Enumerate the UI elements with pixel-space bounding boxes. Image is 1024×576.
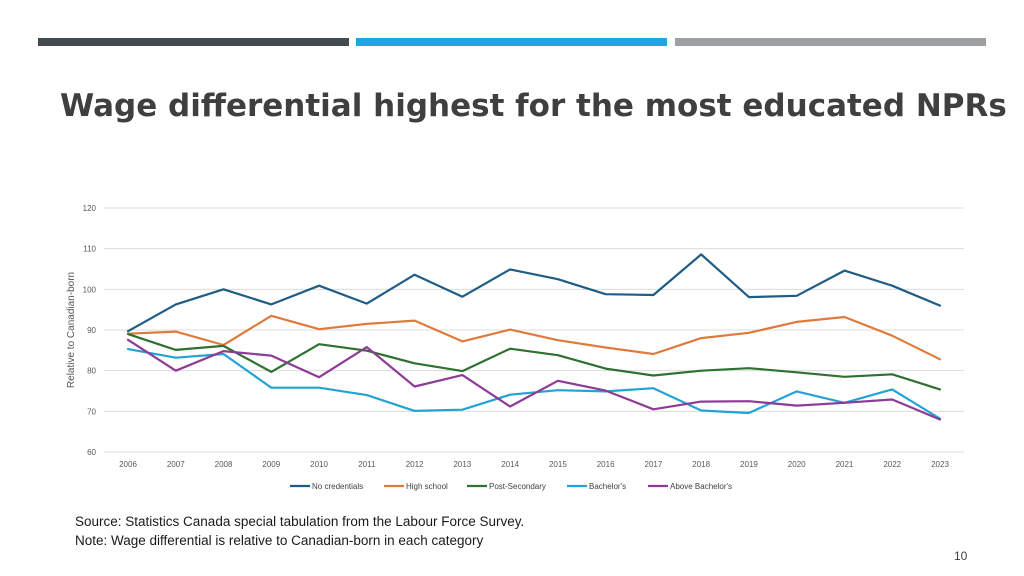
chart-series (126, 253, 942, 421)
series-line-1 (126, 314, 942, 361)
chart-legend: No credentials High school Post-Secondary B… (290, 482, 732, 491)
series-line-4 (126, 338, 942, 421)
x-tick-label-2016: 2016 (597, 460, 615, 469)
x-tick-label-2006: 2006 (119, 460, 137, 469)
y-tick-label-100: 100 (83, 285, 97, 294)
legend-label-2: Post-Secondary (489, 482, 546, 491)
y-tick-label-70: 70 (87, 407, 96, 416)
x-tick-label-2013: 2013 (453, 460, 471, 469)
series-line-2 (126, 333, 942, 391)
x-tick-label-2014: 2014 (501, 460, 519, 469)
legend-label-1: High school (406, 482, 448, 491)
y-tick-label-120: 120 (83, 204, 97, 213)
y-tick-label-80: 80 (87, 367, 96, 376)
header-bar-gray (675, 38, 986, 46)
x-tick-label-2018: 2018 (692, 460, 710, 469)
legend-label-4: Above Bachelor's (670, 482, 732, 491)
series-line-0 (126, 253, 942, 333)
x-tick-label-2008: 2008 (215, 460, 233, 469)
chart-gridlines (104, 207, 964, 453)
legend-label-3: Bachelor's (589, 482, 626, 491)
x-tick-label-2017: 2017 (645, 460, 663, 469)
slide-title: Wage differential highest for the most e… (60, 88, 1007, 124)
x-tick-label-2015: 2015 (549, 460, 567, 469)
y-axis-ticks: 60 70 80 90 100 110 120 (83, 204, 97, 457)
x-tick-label-2021: 2021 (836, 460, 854, 469)
legend-label-0: No credentials (312, 482, 363, 491)
x-axis-ticks: 2006 2007 2008 2009 2010 2011 2012 2013 2014 2015… (119, 460, 949, 469)
x-tick-label-2011: 2011 (358, 460, 376, 469)
y-tick-label-90: 90 (87, 326, 96, 335)
x-tick-label-2012: 2012 (406, 460, 424, 469)
y-axis-label: Relative to Canadian-born (66, 272, 77, 388)
footnote: Note: Wage differential is relative to C… (75, 533, 484, 548)
x-tick-label-2023: 2023 (931, 460, 949, 469)
x-tick-label-2020: 2020 (788, 460, 806, 469)
x-tick-label-2022: 2022 (883, 460, 901, 469)
x-tick-label-2009: 2009 (262, 460, 280, 469)
y-tick-label-110: 110 (83, 245, 96, 254)
header-bar-dark (38, 38, 349, 46)
header-bar-blue (356, 38, 667, 46)
x-tick-label-2010: 2010 (310, 460, 328, 469)
x-tick-label-2019: 2019 (740, 460, 758, 469)
source-note: Source: Statistics Canada special tabula… (75, 514, 525, 529)
x-tick-label-2007: 2007 (167, 460, 185, 469)
page-number: 10 (954, 549, 968, 563)
y-tick-label-60: 60 (87, 448, 96, 457)
